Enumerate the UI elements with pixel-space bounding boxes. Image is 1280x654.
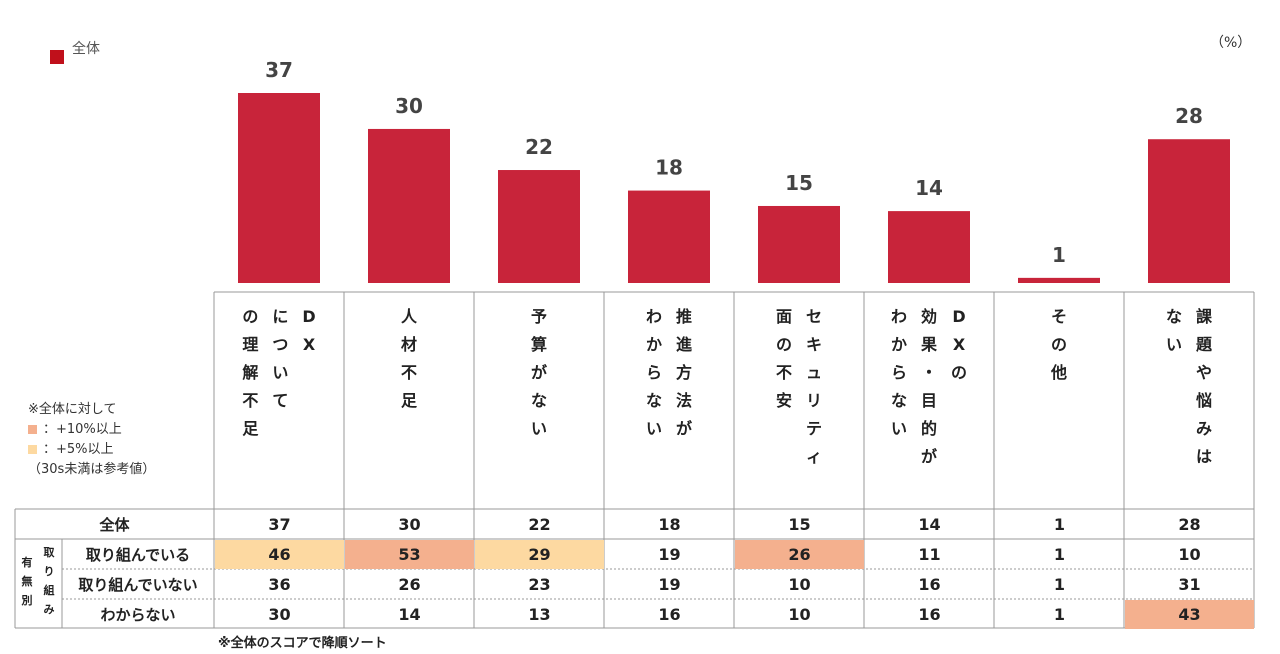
- table-cell: 15: [788, 515, 811, 534]
- table-cell: 16: [918, 575, 941, 594]
- category-label-column: 課題や悩みは: [1196, 307, 1213, 466]
- side-label-column: 取り組み: [43, 546, 55, 616]
- table-row-label: 取り組んでいない: [78, 576, 198, 594]
- category-label-column: 推進方法が: [676, 307, 693, 438]
- side-label-column: 有無別: [21, 556, 33, 607]
- note-plus10: ：+10%以上: [28, 418, 122, 437]
- table-row-label: 取り組んでいる: [85, 546, 191, 564]
- category-label-column: 人材不足: [400, 307, 417, 410]
- table-cell: 14: [398, 605, 421, 624]
- bar-2: [498, 170, 580, 283]
- table-cell: 31: [1178, 575, 1201, 594]
- category-label-column: わからない: [645, 307, 662, 438]
- table-cell: 13: [528, 605, 551, 624]
- bar-1: [368, 128, 450, 283]
- table-cell: 26: [398, 575, 421, 594]
- note-plus5-text: ：+5%以上: [43, 442, 114, 457]
- bar-value-label: 28: [1175, 104, 1203, 128]
- category-label-1: 人材不足: [344, 293, 474, 509]
- category-label-column: について: [272, 307, 289, 410]
- category-label-column: の理解不足: [242, 307, 259, 438]
- bar-0: [238, 93, 320, 283]
- note-plus10-text: ：+10%以上: [43, 422, 122, 437]
- footnote: ※全体のスコアで降順ソート: [218, 636, 387, 651]
- legend-label: 全体: [72, 41, 100, 57]
- bar-value-label: 1: [1052, 243, 1066, 267]
- table-cell: 14: [918, 515, 941, 534]
- table-cell: 11: [918, 545, 941, 564]
- table-cell: 22: [528, 515, 551, 534]
- category-label-column: 効果・目的が: [920, 307, 937, 466]
- category-label-4: セキュリティ面の不安: [734, 293, 864, 509]
- table-cell: 10: [788, 605, 811, 624]
- bar-value-label: 14: [915, 176, 943, 200]
- category-label-3: 推進方法がわからない: [604, 293, 734, 509]
- category-label-column: その他: [1050, 307, 1067, 382]
- bar-value-label: 15: [785, 171, 813, 195]
- table-cell: 53: [345, 540, 474, 569]
- table-cell: 28: [1178, 515, 1201, 534]
- unit-label: （%）: [1210, 35, 1252, 51]
- table-cell: 30: [398, 515, 421, 534]
- bar-7: [1148, 139, 1230, 283]
- table-cell: 18: [658, 515, 681, 534]
- bar-5: [888, 211, 970, 283]
- table-cell: 19: [658, 575, 681, 594]
- bar-value-label: 37: [265, 58, 293, 82]
- bar-4: [758, 205, 840, 283]
- note-plus5: ：+5%以上: [28, 438, 114, 457]
- category-label-column: 予算がない: [530, 307, 547, 438]
- category-label-column: セキュリティ: [806, 307, 823, 466]
- category-label-column: 面の不安: [775, 307, 792, 410]
- table-row-label: 全体: [99, 516, 130, 534]
- category-label-column: わからない: [890, 307, 907, 438]
- table-cell: 23: [528, 575, 551, 594]
- table-cell: 46: [215, 540, 344, 569]
- table-cell: 19: [658, 545, 681, 564]
- bar-value-label: 22: [525, 135, 553, 159]
- category-label-5: D X の効果・目的がわからない: [864, 293, 994, 509]
- bar-3: [628, 190, 710, 283]
- category-label-column: ない: [1165, 307, 1182, 354]
- table-cell: 29: [475, 540, 604, 569]
- plus10-swatch: [28, 425, 37, 434]
- category-label-7: 課題や悩みはない: [1124, 293, 1254, 509]
- note-title: ※全体に対して: [28, 402, 117, 417]
- table-cell: 1: [1053, 575, 1066, 594]
- category-label-2: 予算がない: [474, 293, 604, 509]
- table-cell: 1: [1053, 605, 1066, 624]
- bar-value-label: 30: [395, 94, 423, 118]
- table-cell: 37: [268, 515, 291, 534]
- table-cell: 36: [268, 575, 291, 594]
- table-cell: 30: [268, 605, 291, 624]
- table-row-label: わからない: [100, 606, 176, 624]
- table-cell: 16: [918, 605, 941, 624]
- plus5-swatch: [28, 445, 37, 454]
- table-cell: 10: [788, 575, 811, 594]
- table-cell: 10: [1178, 545, 1201, 564]
- bar-value-label: 18: [655, 156, 683, 180]
- category-label-6: その他: [994, 293, 1124, 509]
- note-reference: （30s未満は参考値）: [28, 462, 156, 477]
- table-cell: 26: [735, 540, 864, 569]
- legend-swatch: [50, 50, 64, 64]
- table-cell: 1: [1053, 515, 1066, 534]
- table-cell: 16: [658, 605, 681, 624]
- table-cell: 43: [1125, 600, 1254, 629]
- table-cell: 1: [1053, 545, 1066, 564]
- bar-6: [1018, 277, 1100, 283]
